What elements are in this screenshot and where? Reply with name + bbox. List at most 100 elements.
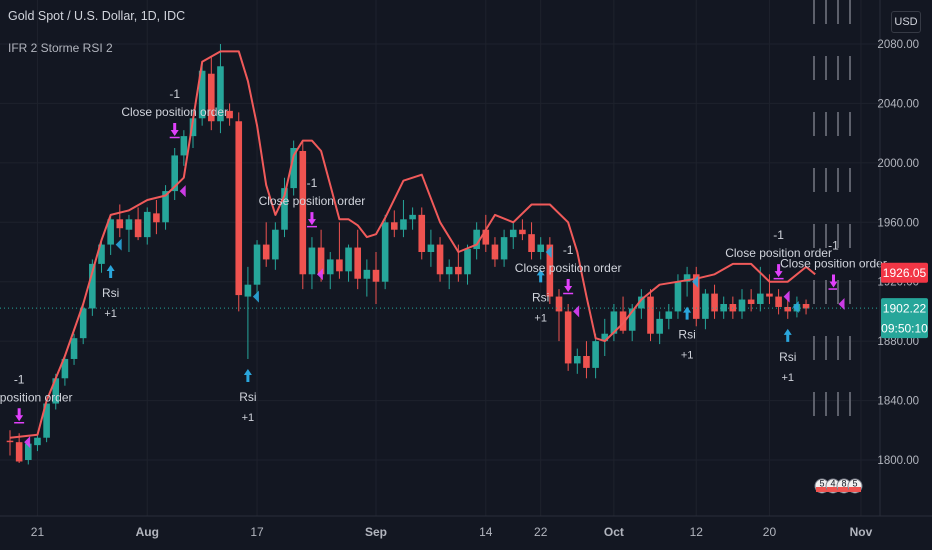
buy-signal-label: Rsi [779, 350, 796, 364]
y-tick-label: 1840.00 [877, 396, 919, 408]
event-flag-icon [838, 487, 850, 492]
candle-body [491, 244, 499, 260]
candle-body [299, 150, 307, 275]
candle-body [747, 299, 755, 304]
candle-body [171, 155, 178, 192]
candle-body [509, 229, 517, 238]
buy-signal-label: Rsi [532, 290, 549, 304]
countdown-label: 09:50:10 [881, 322, 928, 336]
buy-arrow-icon [683, 306, 692, 320]
last-price-label: 1902.22 [883, 302, 927, 316]
candle-body [528, 234, 535, 252]
candle-body [262, 244, 270, 260]
candle-body [363, 269, 371, 279]
candle-body [802, 304, 810, 309]
x-tick-label: 20 [763, 525, 777, 539]
indicator-line [9, 50, 816, 439]
candle-body [619, 311, 627, 331]
candle-body [537, 244, 544, 252]
candle-body [235, 121, 243, 296]
candle-body [25, 443, 32, 460]
candle-body [180, 136, 188, 156]
buy-signal-label: +1 [534, 312, 547, 324]
sell-arrow-icon [307, 212, 316, 226]
y-tick-label: 1880.00 [877, 336, 919, 348]
candle-body [6, 440, 14, 443]
buy-arrow-icon [243, 368, 252, 382]
candle-body [153, 213, 160, 223]
currency-button[interactable]: USD [891, 11, 921, 33]
candle-body [628, 308, 636, 331]
x-tick-label: 14 [479, 525, 493, 539]
sell-signal-label: -1 [14, 372, 25, 386]
candle-body [473, 229, 480, 250]
y-tick-label: 2080.00 [877, 39, 919, 51]
last-price-tag [881, 298, 928, 339]
candle-body [43, 403, 50, 438]
candle-body [198, 70, 206, 119]
candle-body [692, 274, 700, 319]
candle-body [116, 219, 124, 229]
candle-body [345, 247, 352, 272]
line-value-tag [881, 262, 928, 283]
candle-body [656, 318, 663, 334]
candle-body [738, 299, 746, 312]
indicator-title[interactable]: IFR 2 Storme RSI 2 [8, 41, 113, 55]
candle-body [143, 211, 151, 238]
candle-body [683, 274, 691, 282]
candle-body [372, 269, 380, 282]
candle-body [409, 214, 416, 220]
candle-body [574, 356, 581, 364]
buy-signal-label: Rsi [102, 286, 119, 300]
candle-body [464, 249, 471, 275]
candle-body [427, 244, 435, 252]
entry-flag-icon [792, 300, 799, 313]
sell-arrow-icon [774, 264, 783, 278]
candle-body [208, 73, 215, 122]
sell-signal-label: -1 [563, 243, 574, 257]
buy-signal-label: +1 [781, 372, 794, 384]
candle-body [354, 247, 361, 279]
candle-body [592, 341, 599, 368]
sell-signal-label: -1 [773, 228, 784, 242]
candle-body [784, 306, 792, 312]
sell-signal-label: -1 [828, 239, 839, 253]
candle-body [107, 219, 114, 245]
sell-signal-label: -1 [307, 176, 318, 190]
candle-body [418, 214, 426, 252]
event-flag-icon [827, 487, 839, 492]
buy-arrow-icon [536, 269, 545, 283]
candle-body [775, 296, 782, 307]
buy-arrow-icon [783, 328, 792, 342]
entry-flag-icon [545, 246, 552, 258]
event-flag-icon [849, 487, 861, 492]
candle-body [189, 118, 197, 137]
buy-arrow-icon [106, 264, 115, 278]
y-tick-label: 1960.00 [877, 217, 919, 229]
entry-flag-icon [115, 238, 122, 251]
candle-body [79, 308, 87, 339]
line-value-label: 1926.05 [883, 266, 927, 280]
candle-body [400, 219, 407, 230]
candle-body [34, 437, 41, 446]
candle-body [564, 311, 572, 364]
event-count: 8 [841, 479, 846, 489]
sell-signal-label: Close position order [0, 390, 73, 404]
candle-body [674, 281, 682, 312]
candle-body [326, 259, 334, 275]
candle-body [317, 247, 325, 275]
candle-body [647, 296, 654, 334]
events-badge [814, 478, 863, 494]
candle-body [436, 244, 444, 275]
x-tick-label: 12 [690, 525, 704, 539]
sell-signal-label: Close position order [725, 246, 832, 260]
x-tick-label: 17 [250, 525, 264, 539]
buy-signal-label: +1 [242, 412, 255, 424]
y-tick-label: 2000.00 [877, 158, 919, 170]
candle-body [665, 311, 673, 319]
exit-flag-icon [573, 305, 580, 318]
symbol-title[interactable]: Gold Spot / U.S. Dollar, 1D, IDC [8, 9, 186, 23]
sell-arrow-icon [564, 279, 573, 292]
